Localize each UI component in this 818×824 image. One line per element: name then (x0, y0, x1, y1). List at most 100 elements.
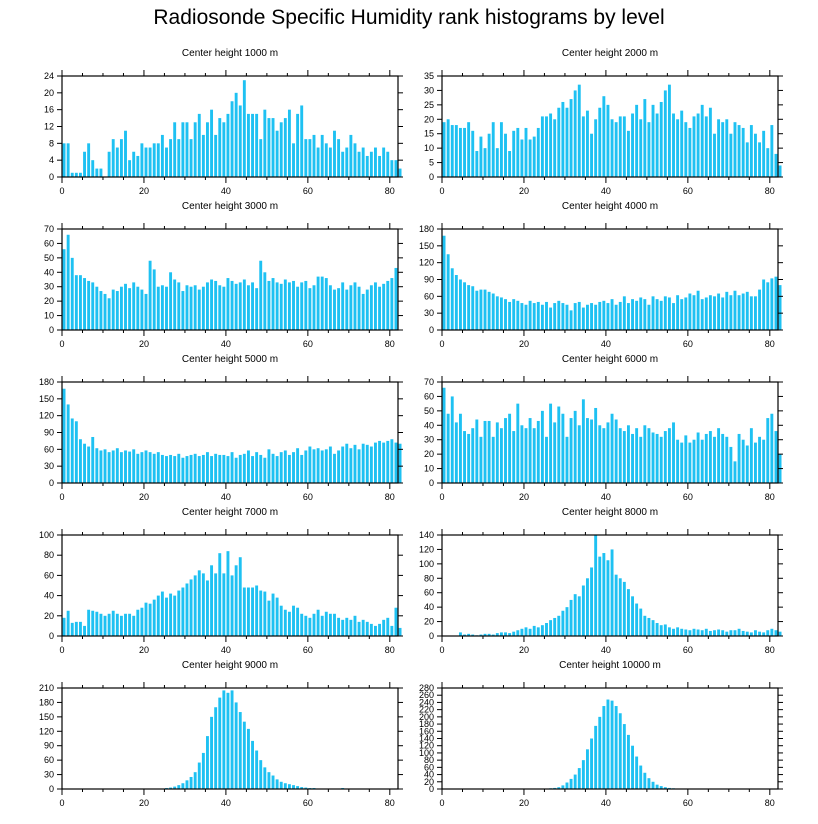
panel-9-bar (181, 783, 185, 789)
panel-10-bar (557, 787, 561, 789)
panel-5-bar (107, 452, 111, 483)
panel-7-bar (287, 611, 291, 636)
panel-3-bar (74, 275, 78, 330)
panel-5-bar (345, 443, 349, 483)
panel-3-bar (242, 279, 246, 330)
panel-6-bar (614, 419, 618, 483)
panel-2-bar (586, 110, 589, 177)
panel-5-bar (337, 450, 341, 483)
panel-4-bar (549, 307, 553, 330)
panel-7-bar (263, 591, 267, 636)
panel-4-bar (475, 290, 479, 330)
panel-8-bar (622, 581, 626, 636)
panel-4-bar (528, 300, 532, 330)
panel-7-bar (83, 625, 86, 636)
panel-3-bar (390, 278, 394, 330)
panel-6-bar (450, 396, 454, 483)
panel-4-bar (721, 297, 725, 330)
panel-6-bar (741, 439, 745, 483)
panel-2-bar (717, 119, 721, 177)
panel-4-bar (446, 254, 450, 330)
y-tick-label: 30 (44, 461, 54, 471)
panel-3-bar (128, 288, 132, 330)
panel-7-bar (152, 599, 156, 636)
panel-8-bar (491, 634, 495, 636)
panel-8-bar (655, 623, 659, 636)
panel-4-title: Center height 4000 m (562, 201, 658, 212)
panel-9-bar (189, 776, 193, 789)
panel-6-bar (774, 431, 778, 483)
panel-10-bar (655, 784, 659, 789)
panel-5-bar (296, 448, 300, 483)
panel-5-bar (275, 456, 279, 483)
panel-3-bar (136, 286, 140, 330)
y-tick-label: 30 (424, 435, 434, 445)
panel-4-bar (762, 279, 766, 330)
panel-4-bar (758, 289, 762, 330)
panel-1-bar (369, 151, 373, 177)
panel-3-bar (197, 289, 201, 330)
y-tick-label: 80 (424, 755, 434, 765)
panel-2-bar (573, 90, 577, 177)
panel-5-bar (181, 457, 185, 483)
y-tick-label: 0 (429, 172, 434, 182)
panel-6-bar (631, 433, 634, 483)
panel-5-bar (394, 442, 398, 483)
panel-7-bar (369, 623, 373, 636)
panel-7-bar (128, 613, 132, 636)
y-tick-label: 30 (424, 85, 434, 95)
panel-1-bar (378, 155, 382, 177)
panel-4-bar (733, 290, 737, 330)
panel-7-bar (230, 575, 234, 636)
panel-2-bar (626, 130, 630, 177)
panel-8-bar (688, 630, 692, 636)
panel-5-bar (70, 418, 74, 483)
panel-5-bar (251, 456, 254, 483)
panel-4-bar (553, 303, 557, 330)
panel-5-bar (230, 452, 234, 483)
panel-2-bar (713, 133, 716, 177)
panel-1-bar (132, 151, 136, 177)
y-tick-label: 20 (44, 611, 54, 621)
panel-7-bar (341, 619, 345, 636)
panel-9-bar (271, 775, 275, 789)
panel-3-bar (115, 291, 119, 330)
panel-2-bar (721, 122, 725, 177)
panel-7-bar (275, 597, 279, 636)
panel-5-bar (66, 404, 70, 483)
panel-5-bar (111, 450, 115, 483)
panel-10-bar (598, 716, 602, 789)
panel-7-bar (378, 623, 382, 636)
panel-5-bar (160, 454, 164, 483)
panel-6-bar (602, 428, 606, 483)
x-tick-label: 0 (59, 186, 64, 196)
panel-8-bar (606, 560, 610, 636)
panel-1-bar (320, 134, 324, 177)
y-tick-label: 0 (429, 631, 434, 641)
panel-6-bar (754, 442, 757, 483)
panel-2-bar (561, 101, 565, 177)
panel-9-bar (287, 784, 291, 789)
panel-5-bar (128, 451, 132, 483)
panel-8-bar (704, 628, 708, 636)
panel-4-bar (651, 296, 655, 330)
y-tick-label: 120 (39, 411, 54, 421)
panel-10-bar (606, 699, 610, 789)
panel-8-bar (598, 556, 602, 636)
panel-4-bar (749, 296, 753, 330)
panel-5-bar (259, 454, 263, 483)
panel-6-bar (475, 419, 479, 483)
panel-5-bar (267, 449, 271, 483)
y-tick-label: 60 (424, 291, 434, 301)
panel-2-bar (545, 116, 548, 177)
panel-3-bar (222, 286, 226, 330)
panel-3-bar (267, 280, 271, 330)
panel-10-bar (565, 782, 569, 789)
panel-5-bar (185, 456, 189, 483)
panel-5-bar (353, 444, 357, 483)
panel-7-bar (345, 617, 349, 636)
panel-1-bar (328, 147, 332, 177)
panel-8-bar (520, 628, 524, 636)
y-tick-label: 120 (39, 726, 54, 736)
panel-1-bar (255, 113, 259, 178)
